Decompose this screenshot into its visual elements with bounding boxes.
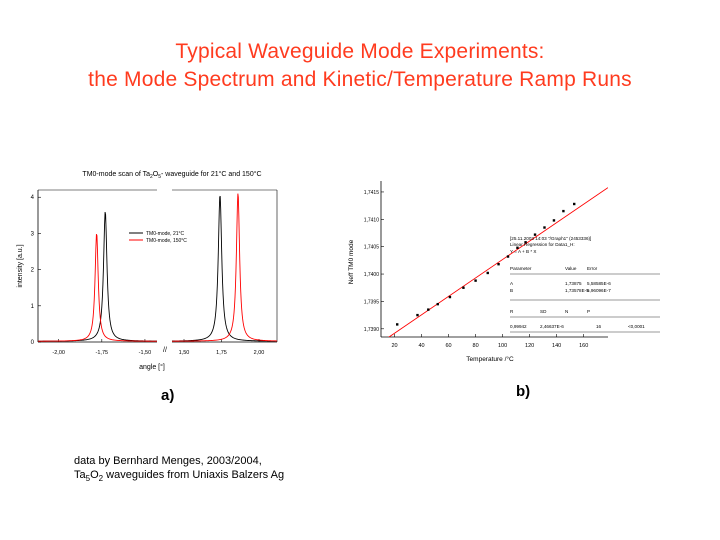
chart-b-x-tick-label: 100 [498,343,507,349]
chart-b-stat-header: R [510,309,514,314]
chart-b-data-point [516,246,519,249]
chart-b-x-tick-label: 40 [418,343,424,349]
chart-b-annotation-equation: Y = A + B * X [510,249,536,254]
chart-a-y-tick-label: 1 [31,304,35,310]
slide-title-line-1: Typical Waveguide Mode Experiments: [175,40,545,63]
chart-b-data-point [448,295,452,299]
chart-b-y-tick-label: 1,7415 [364,190,380,196]
chart-a-series-150c-right [171,193,278,342]
chart-b-param-cell: 1,73578E-5 [565,288,589,293]
chart-a-series-21c-right [171,195,278,342]
chart-a-x-tick-label: -1,75 [96,350,109,356]
chart-b-stat-cell: 2,46637E-6 [540,324,564,329]
chart-b-stat-cell: 16 [596,324,602,329]
chart-a-y-tick-label: 0 [31,340,35,346]
chart-b-data-point [436,302,439,306]
chart-b-data-point [552,219,556,222]
chart-b-x-tick-label: 60 [445,343,451,349]
chart-b-param-header: Parameter [510,266,532,271]
credit-line-2: Ta5O2 waveguides from Uniaxis Balzers Ag [74,469,285,484]
chart-b-annotation-subheader: Linear Regression for Data1_H: [510,242,575,247]
chart-a-y-tick-label: 3 [31,231,35,237]
chart-b-data-point [562,209,565,213]
chart-a-x-tick-label: -2,00 [52,350,65,356]
chart-b-data-point [497,263,500,266]
chart-a-x-tick-label: 1,75 [216,350,227,356]
chart-b-data-point [462,286,465,289]
chart-b-stat-cell: 0,99942 [510,324,527,329]
chart-a-legend-label: TM0-mode, 150°C [146,238,187,244]
chart-b-param-cell: A [510,281,514,286]
slide-title-line-2: the Mode Spectrum and Kinetic/Temperatur… [88,68,632,91]
temperature-ramp-chart: 1,7390 1,7395 1,7400 1,7405 1,7410 1,7415 20 40… [348,181,660,363]
chart-b-x-tick-label: 120 [525,343,534,349]
chart-a-series-150c-left [38,233,157,342]
chart-b-param-cell: B [510,288,513,293]
chart-b-annotation-header: [25.11.2003 14:03 "/Graph1" (2453336)] [510,236,591,241]
chart-b-y-label: Neff TM0 mode [348,239,355,284]
chart-a-y-tick-label: 2 [31,268,35,274]
chart-a-label: a) [161,387,175,404]
chart-b-x-tick-label: 140 [552,343,561,349]
chart-b-x-tick-label: 20 [391,343,397,349]
chart-a-series-21c-left [38,211,158,342]
chart-b-data-point [524,241,527,244]
chart-a-axis-break: // [163,347,167,354]
chart-b-x-tick-label: 160 [579,343,588,349]
chart-b-data-point [427,308,430,311]
chart-a-legend-label: TM0-mode, 21°C [146,231,185,237]
chart-b-fit-line [388,187,608,337]
chart-b-data-point [533,233,537,236]
chart-b-param-cell: 6,96096E-7 [587,288,611,293]
chart-b-data-point [396,323,399,326]
chart-a-x-tick-label: -1,50 [139,350,152,356]
chart-b-param-header: Value [565,266,577,271]
chart-b-param-cell: 5,58585E-6 [587,281,611,286]
chart-b-stat-header: SD [540,309,547,314]
chart-b-y-tick-label: 1,7395 [364,299,380,305]
chart-b-data-point [573,202,576,206]
chart-b-data-point [506,255,510,258]
chart-b-data-point [543,226,546,229]
credit-line-1: data by Bernhard Menges, 2003/2004, [74,455,262,467]
chart-b-data-point [416,313,419,317]
chart-b-y-tick-label: 1,7390 [364,327,380,333]
chart-a-y-label: intensity [a.u.] [17,244,24,287]
chart-b-x-tick-label: 80 [473,343,479,349]
chart-a-y-tick-label: 4 [31,195,35,201]
chart-b-data-point [486,271,489,275]
chart-b-y-tick-label: 1,7400 [364,272,380,278]
chart-b-stat-cell: <0,0001 [628,324,645,329]
chart-b-x-label: Temperature /°C [466,355,514,363]
chart-b-stat-header: P [587,309,590,314]
chart-a-x-tick-label: 1,50 [179,350,190,356]
chart-b-param-header: Error [587,266,598,271]
chart-b-label: b) [516,383,531,400]
chart-b-data-point [474,279,477,282]
chart-a-x-tick-label: 2,00 [254,350,265,356]
chart-b-param-cell: 1,73875 [565,281,582,286]
chart-b-stat-header: N [565,309,568,314]
chart-a-title: TM0-mode scan of Ta2O5- waveguide for 21… [82,170,261,180]
chart-b-y-tick-label: 1,7410 [364,217,380,223]
mode-spectrum-chart: TM0-mode scan of Ta2O5- waveguide for 21… [17,170,278,371]
chart-a-x-label: angle [°] [139,363,165,371]
chart-b-y-tick-label: 1,7405 [364,245,380,251]
